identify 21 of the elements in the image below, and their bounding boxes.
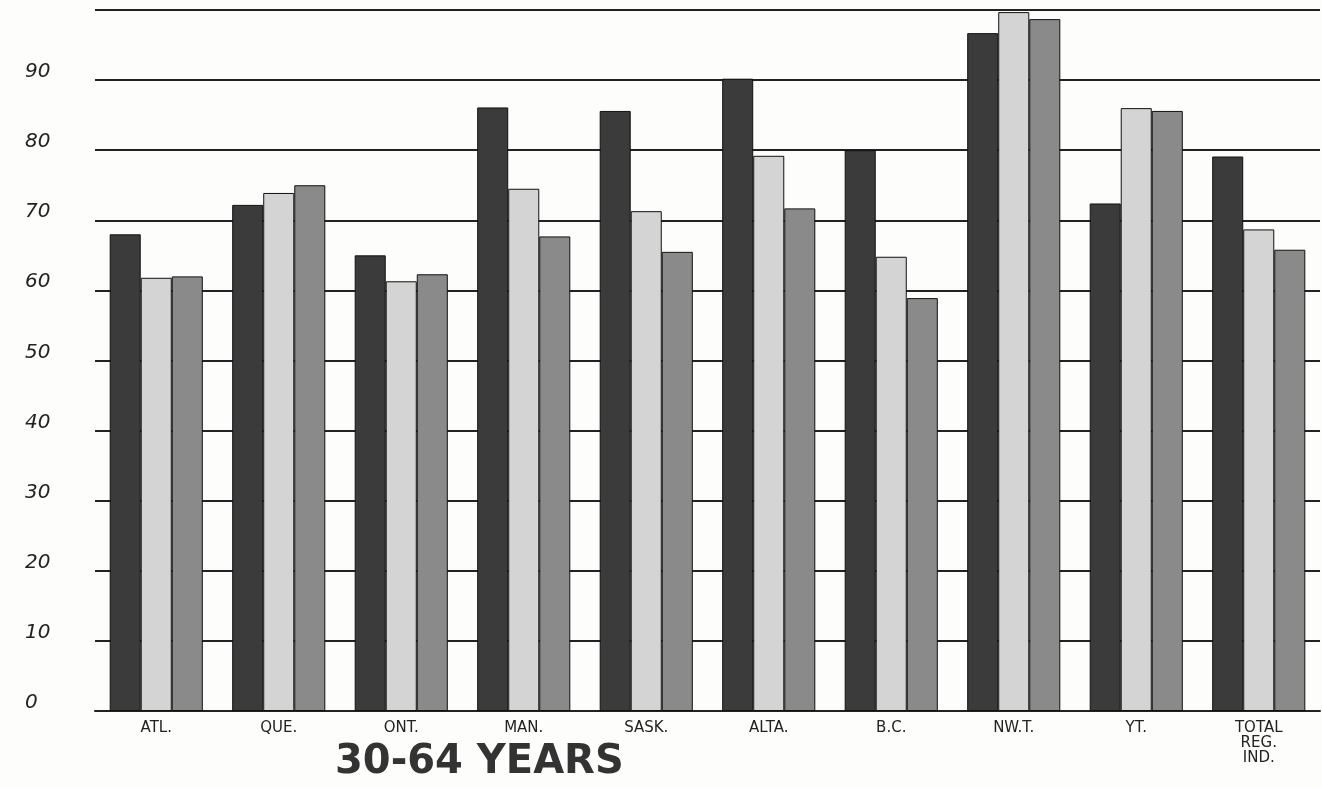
x-tick-label: ATL. [140,717,172,736]
y-tick-label: 60 [25,268,51,293]
y-tick-label: 90 [25,58,51,83]
x-tick-label: NW.T. [993,717,1035,736]
x-tick-label: YT. [1124,717,1147,736]
y-tick-label: 20 [25,548,51,573]
x-tick-label: B.C. [876,717,907,736]
x-tick-label: MAN. [504,717,544,736]
y-tick-label: 30 [25,478,51,503]
y-tick-label: 70 [25,198,51,223]
y-tick-label: 80 [25,128,51,153]
text: 30-64 YEARS [335,736,624,782]
y-tick-label: 50 [25,338,51,363]
y-tick-label: 40 [25,408,51,433]
x-tick-label: QUE. [260,717,298,736]
x-tick-label: ONT. [383,717,419,736]
x-tick-label: SASK. [624,717,669,736]
x-tick-label: TOTAL REG. IND. [1233,717,1284,766]
x-tick-label: ALTA. [749,717,789,736]
y-tick-label: 10 [25,618,51,643]
y-tick-label: 0 [25,689,38,713]
